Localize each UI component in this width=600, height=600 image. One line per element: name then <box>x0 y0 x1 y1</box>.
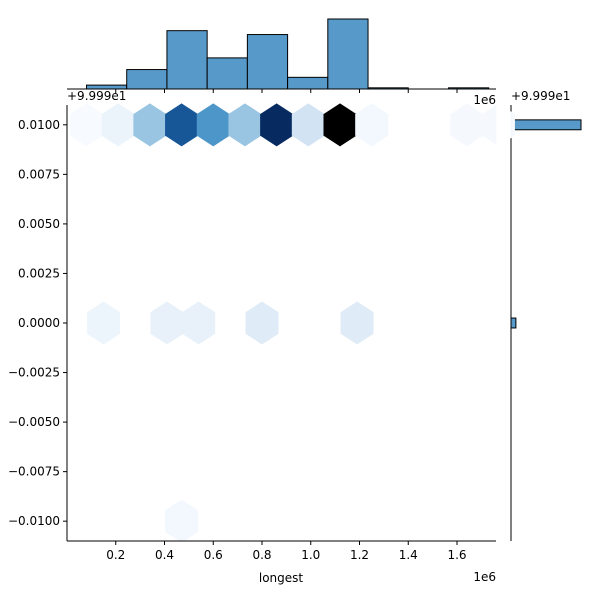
hexbin-cell <box>340 301 374 345</box>
y-histogram-bar <box>510 317 517 329</box>
x-tick-label: 1.2 <box>350 548 369 562</box>
hexbin-cell <box>323 103 357 147</box>
hexbin-cell <box>165 103 199 147</box>
hexbin-cell <box>165 499 199 543</box>
hexbin-cell <box>245 301 279 345</box>
x-histogram-bar <box>246 34 289 90</box>
y-tick-label: −0.0100 <box>8 514 60 528</box>
x-axis-label: longest <box>259 571 304 585</box>
y-tick-label: 0.0075 <box>18 167 60 181</box>
hexbin-cell <box>150 301 184 345</box>
x-tick-label: 0.2 <box>106 548 125 562</box>
x-tick-label: 1.0 <box>301 548 320 562</box>
hexbin-cell <box>291 103 325 147</box>
x-histogram-bar <box>166 30 208 90</box>
hexbin-plot: 0.2 0.4 0.6 0.8 1.0 1.2 1.4 1.6 −0.0100 −0.0075 −0… <box>8 80 515 566</box>
hexbin-cell <box>450 103 484 147</box>
hexbin-cell <box>70 103 103 147</box>
x-histogram-bar <box>287 76 329 90</box>
y-tick-label: 0.0050 <box>18 217 60 231</box>
x-marginal-offset-label: 1e6 <box>473 93 496 107</box>
hexbin-cell <box>101 103 135 147</box>
y-marginal-offset-label: +9.999e1 <box>511 89 570 103</box>
hexbin-cell <box>87 301 121 345</box>
hexbin-cell <box>355 103 389 147</box>
x-marginal-histogram <box>67 18 496 93</box>
y-tick-label: 0.0025 <box>18 266 60 280</box>
hexbin-cells <box>70 103 515 543</box>
y-marginal-histogram <box>507 105 582 541</box>
y-tick-label: 0.0000 <box>18 316 60 330</box>
hexbin-cell <box>133 103 167 147</box>
x-tick-label: 0.4 <box>155 548 174 562</box>
x-tick-label: 1.6 <box>447 548 466 562</box>
x-histogram-bar <box>206 57 248 90</box>
x-tick-label: 0.6 <box>204 548 223 562</box>
right-clip-mask <box>496 80 511 566</box>
hexbin-cell <box>182 301 216 345</box>
y-tick-label: −0.0050 <box>8 415 60 429</box>
x-tick-label: 1.4 <box>399 548 418 562</box>
y-histogram-bar <box>510 119 582 131</box>
x-histogram-bar <box>126 69 168 90</box>
y-offset-label: +9.999e1 <box>67 89 126 103</box>
y-tick-label: 0.0100 <box>18 118 60 132</box>
y-tick-label: −0.0075 <box>8 465 60 479</box>
hexbin-cell <box>196 103 230 147</box>
x-histogram-bar <box>327 18 369 90</box>
x-offset-label: 1e6 <box>473 570 496 584</box>
hexbin-cell <box>228 103 262 147</box>
main-axes: 0.2 0.4 0.6 0.8 1.0 1.2 1.4 1.6 −0.0100 −0.0075 −0… <box>8 80 511 566</box>
x-tick-label: 0.8 <box>252 548 271 562</box>
hexbin-cell <box>260 103 294 147</box>
y-tick-label: −0.0025 <box>8 366 60 380</box>
